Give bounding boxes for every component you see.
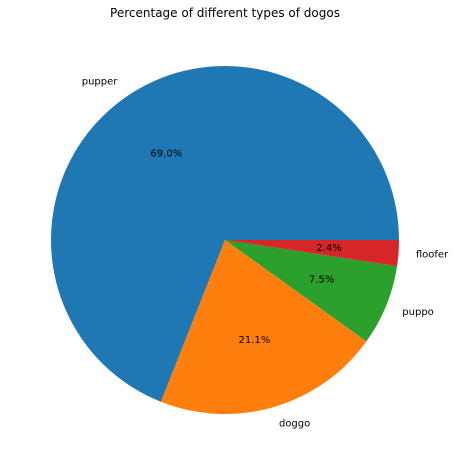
- pie-slice-pupper: [50, 66, 399, 402]
- pie-slices: [50, 66, 399, 414]
- slice-percent-doggo: 21.1%: [239, 335, 271, 346]
- slice-label-doggo: doggo: [279, 419, 310, 430]
- slice-label-floofer: floofer: [416, 249, 449, 260]
- chart-title: Percentage of different types of dogos: [110, 6, 340, 20]
- pie-slice-puppo: [225, 240, 398, 342]
- slice-label-pupper: pupper: [82, 77, 119, 88]
- slice-label-puppo: puppo: [402, 307, 434, 318]
- pie-slice-floofer: [225, 240, 399, 267]
- slice-percent-puppo: 7.5%: [309, 274, 334, 285]
- slice-percent-pupper: 69.0%: [150, 149, 182, 160]
- pie-labels: pupper 69.0% doggo 21.1% puppo 7.5% floofer 2.4…: [82, 77, 449, 430]
- slice-percent-floofer: 2.4%: [316, 243, 341, 254]
- pie-slice-doggo: [160, 240, 367, 414]
